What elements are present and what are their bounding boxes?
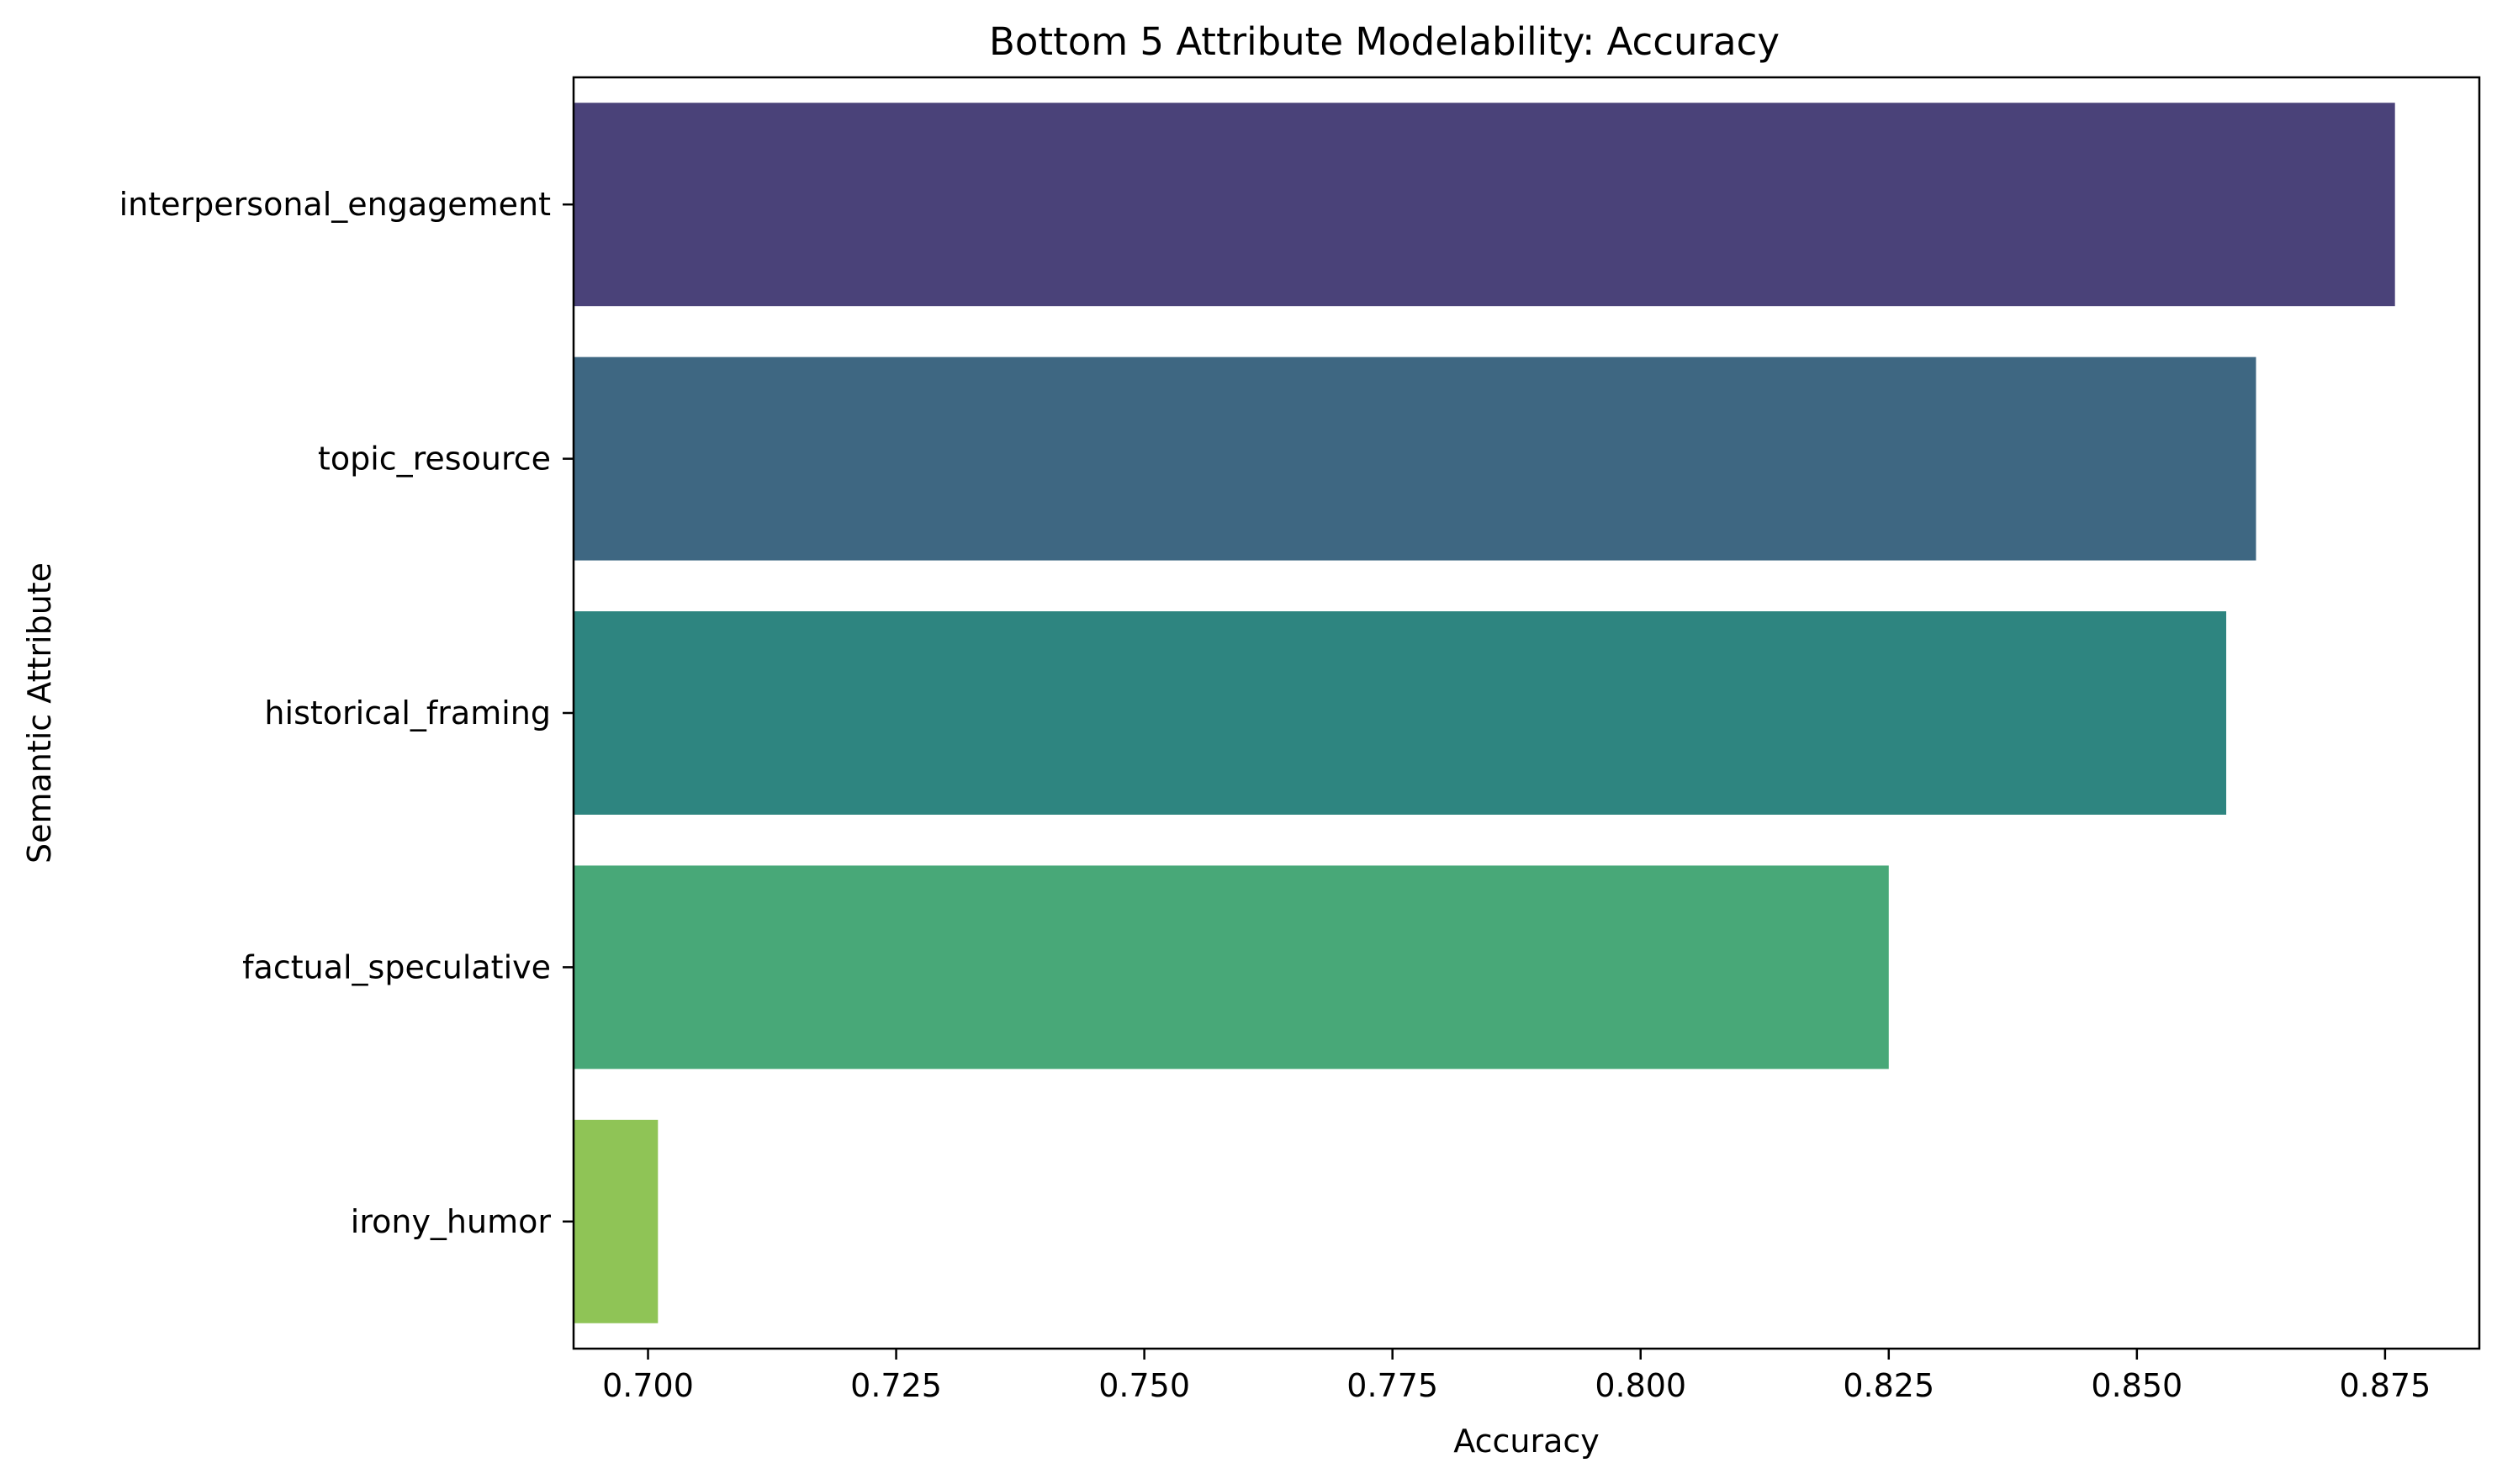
bar-interpersonal-engagement bbox=[574, 103, 2395, 307]
x-tick-label: 0.825 bbox=[1843, 1367, 1934, 1404]
bar-factual-speculative bbox=[574, 865, 1889, 1069]
x-tick-label: 0.775 bbox=[1346, 1367, 1438, 1404]
bar-topic-resource bbox=[574, 356, 2256, 561]
x-axis-label: Accuracy bbox=[1453, 1423, 1600, 1460]
bars-group bbox=[574, 103, 2395, 1323]
x-axis-ticks: 0.700 0.725 0.750 0.775 0.800 0.825 0.850 0.875 bbox=[602, 1349, 2431, 1404]
bar-irony-humor bbox=[574, 1119, 659, 1323]
x-tick-label: 0.850 bbox=[2091, 1367, 2182, 1404]
y-tick-label: irony_humor bbox=[351, 1203, 552, 1240]
y-axis-ticks: interpersonal_engagement topic_resourcehi… bbox=[119, 186, 574, 1240]
y-tick-label: factual_speculative bbox=[242, 948, 551, 985]
chart-title: Bottom 5 Attribute Modelability: Accurac… bbox=[989, 19, 1780, 64]
x-tick-label: 0.700 bbox=[602, 1367, 694, 1404]
x-tick-label: 0.800 bbox=[1595, 1367, 1686, 1404]
x-tick-label: 0.875 bbox=[2339, 1367, 2431, 1404]
x-tick-label: 0.725 bbox=[850, 1367, 942, 1404]
plot-area-frame bbox=[572, 76, 2481, 1350]
bar-historical-framing bbox=[574, 611, 2227, 815]
x-tick-label: 0.750 bbox=[1098, 1367, 1190, 1404]
y-tick-label: interpersonal_engagement bbox=[119, 186, 551, 223]
y-tick-label: topic_resource bbox=[318, 441, 551, 478]
y-tick-label: historical_framing bbox=[264, 694, 551, 731]
y-axis-label: Semantic Attribute bbox=[21, 562, 58, 863]
